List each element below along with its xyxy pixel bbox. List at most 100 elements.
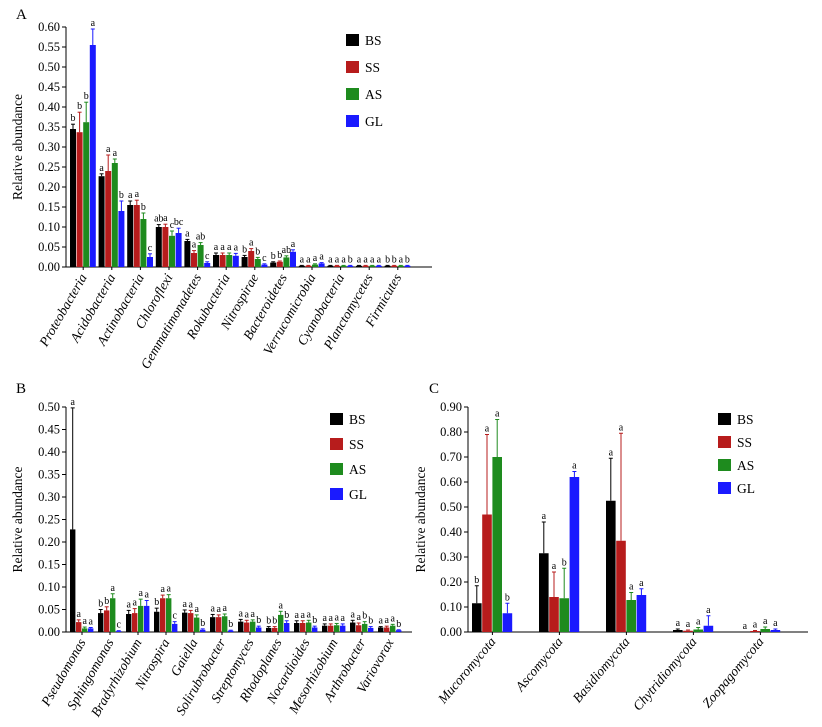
bar-AS-Mucoromycota	[492, 457, 502, 632]
category-label: Chytridiomycota	[630, 634, 700, 713]
bar-GL-Verrucomicrobia	[318, 263, 325, 267]
bar-AS-Bacteroidetes	[283, 257, 290, 267]
significance-letter: a	[773, 618, 778, 629]
bar-AS-Rhodoplanes	[278, 614, 284, 632]
bar-BS-Mesorhizobium	[322, 625, 328, 632]
significance-letter: a	[70, 397, 75, 408]
significance-letter: a	[220, 242, 225, 253]
significance-letter: c	[170, 220, 175, 231]
y-tick-label: 0.50	[440, 500, 462, 514]
y-tick-label: 0.10	[38, 220, 60, 234]
significance-letter: a	[185, 228, 190, 239]
significance-letter: b	[392, 254, 397, 265]
y-axis-label: Relative abundance	[10, 94, 25, 200]
bar-SS-Planctomycetes	[362, 265, 369, 267]
y-tick-label: 0.00	[440, 625, 462, 639]
bar-GL-Arthrobacter	[368, 627, 374, 632]
legend-label-SS: SS	[349, 437, 364, 452]
significance-letter: a	[194, 604, 199, 615]
y-tick-label: 0.25	[38, 513, 60, 527]
bar-GL-Streptomyces	[256, 627, 262, 632]
bar-BS-Gemmatimonadetes	[184, 241, 191, 267]
significance-letter: b	[312, 615, 317, 626]
y-tick-label: 0.90	[440, 400, 462, 414]
y-tick-label: 0.35	[38, 120, 60, 134]
significance-letter: a	[495, 409, 500, 420]
legend-label-AS: AS	[349, 462, 366, 477]
significance-letter: a	[619, 422, 624, 433]
legend-label-GL: GL	[349, 487, 367, 502]
significance-letter: a	[676, 618, 681, 629]
y-tick-label: 0.05	[38, 603, 60, 617]
significance-letter: a	[188, 599, 193, 610]
bar-GL-Sphingomonas	[116, 631, 122, 632]
significance-letter: a	[335, 254, 340, 265]
bar-GL-Mucoromycota	[502, 613, 513, 632]
y-tick-label: 0.40	[440, 525, 462, 539]
bar-SS-Proteobacteria	[76, 132, 83, 267]
y-tick-label: 0.60	[440, 475, 462, 489]
y-tick-label: 0.20	[38, 535, 60, 549]
significance-letter: a	[238, 608, 243, 619]
significance-letter: a	[341, 254, 346, 265]
bar-SS-Streptomyces	[244, 622, 250, 632]
bar-BS-Sphingomonas	[98, 613, 104, 632]
significance-letter: a	[306, 254, 311, 265]
significance-letter: b	[284, 610, 289, 621]
category-label: Zoopagomycota	[699, 634, 767, 710]
bar-GL-Chytridiomycota	[703, 625, 714, 632]
significance-letter: a	[91, 18, 96, 29]
legend-swatch-GL	[718, 482, 731, 494]
panel-label: C	[429, 381, 439, 397]
bar-AS-Gaiella	[194, 617, 200, 632]
significance-letter: a	[377, 254, 382, 265]
bar-AS-Gemmatimonadetes	[197, 245, 204, 267]
significance-letter: a	[350, 609, 355, 620]
bar-BS-Nocardioides	[294, 623, 300, 632]
y-tick-label: 0.15	[38, 558, 60, 572]
bar-SS-Gaiella	[188, 613, 194, 632]
significance-letter: a	[291, 239, 296, 250]
y-tick-label: 0.30	[440, 550, 462, 564]
significance-letter: a	[356, 612, 361, 623]
significance-letter: bc	[174, 217, 184, 228]
significance-letter: b	[71, 113, 76, 124]
significance-letter: b	[368, 616, 373, 627]
significance-letter: a	[485, 424, 490, 435]
bar-AS-Ascomycota	[559, 598, 569, 632]
legend-label-SS: SS	[365, 60, 380, 75]
significance-letter: a	[126, 599, 131, 610]
significance-letter: a	[306, 609, 311, 620]
significance-letter: b	[228, 619, 233, 630]
bar-GL-Nitrospira	[172, 623, 178, 632]
bar-BS-Chloroflexi	[155, 227, 162, 267]
bar-GL-Planctomycetes	[375, 265, 382, 267]
y-tick-label: 0.80	[440, 425, 462, 439]
bar-AS-Solirubrobacter	[222, 616, 228, 632]
legend-swatch-BS	[346, 34, 359, 46]
significance-letter: a	[82, 616, 87, 627]
significance-letter: a	[743, 621, 748, 632]
legend-swatch-GL	[330, 488, 343, 500]
significance-letter: b	[271, 251, 276, 262]
significance-letter: a	[390, 613, 395, 624]
significance-letter: b	[84, 91, 89, 102]
significance-letter: ab	[282, 245, 291, 256]
bar-BS-Nitrospira	[154, 611, 160, 632]
significance-letter: a	[99, 163, 104, 174]
bar-AS-Nitrospira	[166, 598, 172, 632]
significance-letter: c	[205, 251, 210, 262]
significance-letter: b	[141, 202, 146, 213]
significance-letter: b	[385, 254, 390, 265]
bar-AS-Proteobacteria	[83, 122, 90, 267]
y-tick-label: 0.20	[38, 180, 60, 194]
significance-letter: b	[154, 597, 159, 608]
bar-GL-Ascomycota	[569, 477, 580, 632]
significance-letter: a	[334, 612, 339, 623]
significance-letter: b	[405, 254, 410, 265]
bar-AS-Acidobacteria	[111, 163, 118, 267]
y-axis-label: Relative abundance	[413, 466, 428, 572]
legend-label-SS: SS	[737, 435, 752, 450]
bar-AS-Rokubacteria	[226, 255, 233, 267]
bar-SS-Basidiomycota	[616, 540, 626, 632]
